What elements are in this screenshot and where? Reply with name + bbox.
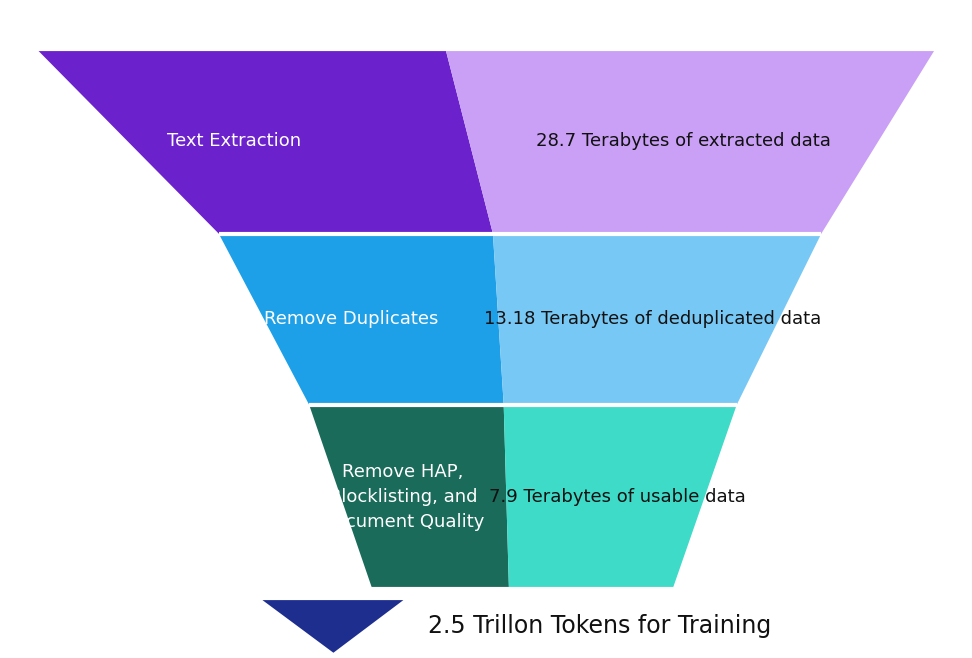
Text: 7.9 Terabytes of usable data: 7.9 Terabytes of usable data — [489, 488, 746, 506]
Text: Text Extraction: Text Extraction — [167, 132, 301, 151]
Text: 13.18 Terabytes of deduplicated data: 13.18 Terabytes of deduplicated data — [484, 310, 821, 328]
Polygon shape — [493, 234, 821, 405]
Polygon shape — [445, 49, 935, 234]
Polygon shape — [219, 234, 503, 405]
Polygon shape — [503, 405, 737, 589]
Polygon shape — [37, 49, 493, 234]
Polygon shape — [309, 405, 509, 589]
Text: Remove HAP,
Blocklisting, and
Document Quality: Remove HAP, Blocklisting, and Document Q… — [322, 463, 485, 531]
Text: 2.5 Trillon Tokens for Training: 2.5 Trillon Tokens for Training — [428, 615, 771, 638]
Text: Remove Duplicates: Remove Duplicates — [264, 310, 438, 328]
Polygon shape — [262, 600, 403, 653]
Text: 28.7 Terabytes of extracted data: 28.7 Terabytes of extracted data — [537, 132, 831, 151]
